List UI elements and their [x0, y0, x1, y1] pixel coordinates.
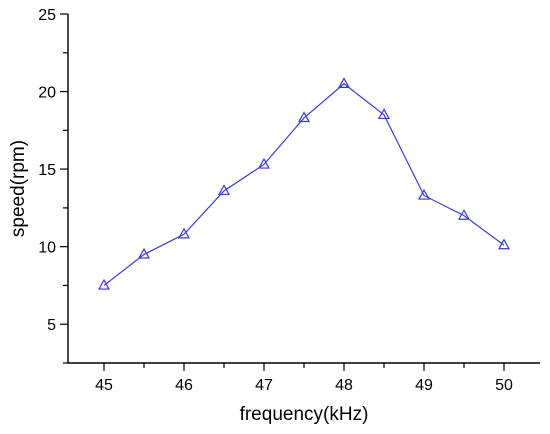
plot-area [97, 77, 511, 290]
data-point-marker [497, 238, 511, 250]
data-point-marker [297, 111, 311, 123]
y-ticks: 5 10 15 20 25 [38, 7, 68, 364]
data-point-marker [217, 184, 231, 196]
y-tick-label: 10 [38, 240, 56, 257]
y-tick-label: 5 [47, 317, 56, 334]
data-point-marker [97, 278, 111, 290]
y-tick-label: 25 [38, 7, 56, 24]
data-point-marker [337, 77, 351, 89]
data-point-marker [457, 209, 471, 220]
y-axis-title: speed(rpm) [8, 140, 29, 237]
x-tick-label: 49 [415, 377, 433, 394]
x-tick-label: 45 [95, 377, 113, 394]
data-point-marker [417, 188, 431, 200]
x-tick-label: 50 [495, 377, 513, 394]
x-axis-title: frequency(kHz) [240, 404, 369, 425]
x-tick-label: 47 [255, 377, 273, 394]
x-tick-label: 46 [175, 377, 193, 394]
series-line [103, 83, 505, 286]
data-point-marker [137, 247, 151, 259]
data-point-marker [257, 157, 271, 169]
axes [67, 14, 540, 364]
x-ticks: 45 46 47 48 49 50 [95, 363, 513, 394]
y-tick-label: 15 [38, 162, 56, 179]
y-tick-label: 20 [38, 85, 56, 102]
x-tick-label: 48 [335, 377, 353, 394]
data-point-marker [377, 108, 391, 120]
data-point-marker [177, 227, 191, 239]
